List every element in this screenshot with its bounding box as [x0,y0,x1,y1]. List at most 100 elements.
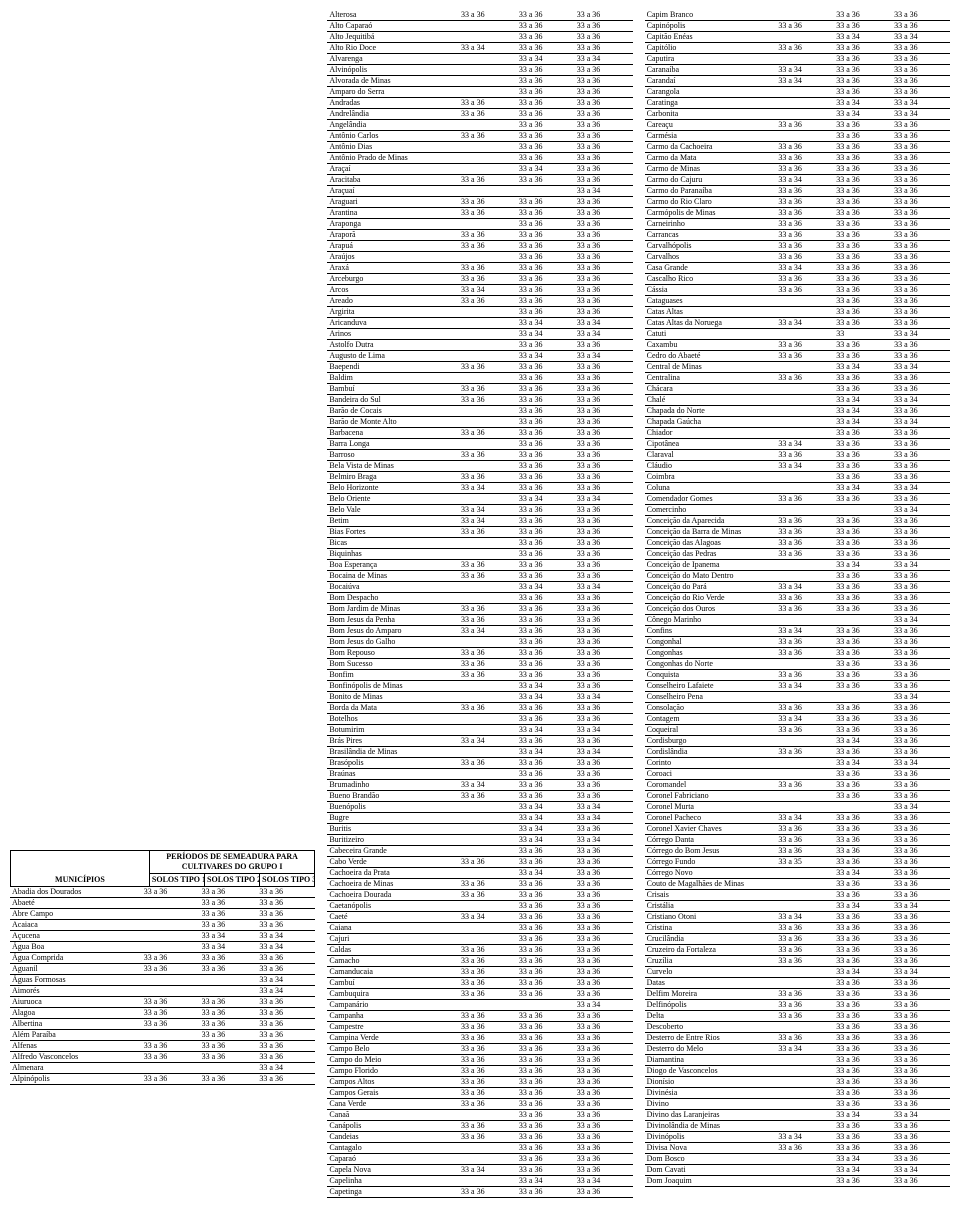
municipio-cell: Divinópolis [645,1132,777,1143]
value-cell: 33 a 34 [834,483,892,494]
table-row: Bambuí33 a 3633 a 3633 a 36 [327,384,632,395]
value-cell: 33 a 36 [575,21,633,32]
table-row: Catas Altas33 a 3633 a 36 [645,307,950,318]
value-cell: 33 a 36 [834,351,892,362]
municipio-cell: Chalé [645,395,777,406]
value-cell: 33 a 36 [575,648,633,659]
municipio-cell: Abaeté [10,898,142,909]
table-row: Coronel Murta33 a 34 [645,802,950,813]
value-cell [776,791,834,802]
value-cell: 33 a 36 [517,516,575,527]
table-row: Andrelândia33 a 3633 a 3633 a 36 [327,109,632,120]
municipio-cell: Águas Formosas [10,975,142,986]
value-cell: 33 a 36 [517,714,575,725]
value-cell: 33 a 36 [459,659,517,670]
value-cell: 33 a 36 [892,142,950,153]
value-cell: 33 a 36 [575,373,633,384]
value-cell: 33 a 36 [575,1143,633,1154]
table-row: Cajuri33 a 3633 a 36 [327,934,632,945]
table-row: Camanducaia33 a 3633 a 3633 a 36 [327,967,632,978]
value-cell: 33 a 34 [575,692,633,703]
table-row: Carmésia33 a 3633 a 36 [645,131,950,142]
value-cell: 33 a 36 [575,978,633,989]
value-cell: 33 a 36 [575,230,633,241]
value-cell [776,1022,834,1033]
table-row: Campo do Meio33 a 3633 a 3633 a 36 [327,1055,632,1066]
value-cell: 33 a 36 [517,659,575,670]
municipio-cell: Bom Jardim de Minas [327,604,459,615]
value-cell: 33 a 36 [892,670,950,681]
value-cell: 33 a 36 [892,736,950,747]
value-cell: 33 a 34 [776,681,834,692]
table-row: Carvalhos33 a 3633 a 3633 a 36 [645,252,950,263]
table-row: Amparo do Serra33 a 3633 a 36 [327,87,632,98]
table-row: Capim Branco33 a 3633 a 36 [645,10,950,21]
value-cell [142,1030,200,1041]
value-cell: 33 a 35 [776,857,834,868]
value-cell: 33 a 36 [517,373,575,384]
municipio-cell: Conceição da Aparecida [645,516,777,527]
table-row: Caputira33 a 3633 a 36 [645,54,950,65]
value-cell: 33 a 36 [575,604,633,615]
municipio-cell: Bela Vista de Minas [327,461,459,472]
value-cell: 33 a 36 [834,714,892,725]
value-cell: 33 a 36 [575,241,633,252]
value-cell: 33 a 36 [776,450,834,461]
value-cell: 33 a 36 [517,274,575,285]
table-row: Carneirinho33 a 3633 a 3633 a 36 [645,219,950,230]
value-cell: 33 a 36 [575,417,633,428]
table-row: Bueno Brandão33 a 3633 a 3633 a 36 [327,791,632,802]
value-cell: 33 a 36 [776,285,834,296]
value-cell: 33 a 36 [200,1008,258,1019]
value-cell: 33 a 36 [834,1022,892,1033]
value-cell: 33 a 36 [517,571,575,582]
value-cell: 33 a 36 [517,175,575,186]
municipio-cell: Bocaina de Minas [327,571,459,582]
table-row: Caldas33 a 3633 a 3633 a 36 [327,945,632,956]
value-cell: 33 a 36 [575,560,633,571]
value-cell [459,65,517,76]
municipio-cell: Bom Jesus do Galho [327,637,459,648]
value-cell: 33 a 34 [892,329,950,340]
value-cell: 33 a 34 [575,813,633,824]
municipio-cell: Centralina [645,373,777,384]
municipio-cell: Crucilândia [645,934,777,945]
value-cell [776,483,834,494]
municipio-cell: Araxá [327,263,459,274]
value-cell: 33 a 36 [575,571,633,582]
table-row: Astolfo Dutra33 a 3633 a 36 [327,340,632,351]
value-cell: 33 a 36 [892,538,950,549]
table-row: Careaçu33 a 3633 a 3633 a 36 [645,120,950,131]
table-row: Couto de Magalhães de Minas33 a 3633 a 3… [645,879,950,890]
value-cell: 33 a 36 [776,1011,834,1022]
table-row: Augusto de Lima33 a 3433 a 34 [327,351,632,362]
value-cell: 33 a 36 [892,197,950,208]
value-cell [459,1143,517,1154]
table-row: Caetanópolis33 a 3633 a 36 [327,901,632,912]
municipio-cell: Contagem [645,714,777,725]
table-row: Dom Cavati33 a 3433 a 34 [645,1165,950,1176]
value-cell: 33 a 36 [575,109,633,120]
municipio-cell: Araguari [327,197,459,208]
value-cell: 33 a 36 [834,626,892,637]
value-cell: 33 a 36 [776,274,834,285]
municipio-cell: Coluna [645,483,777,494]
table-row: Açucena33 a 3433 a 34 [10,931,315,942]
value-cell: 33 a 36 [200,1074,258,1085]
value-cell: 33 a 36 [575,923,633,934]
value-cell: 33 a 36 [575,593,633,604]
value-cell: 33 a 36 [459,1121,517,1132]
municipio-cell: Conceição dos Ouros [645,604,777,615]
value-cell: 33 a 34 [776,65,834,76]
value-cell: 33 a 36 [776,1000,834,1011]
value-cell: 33 a 36 [892,868,950,879]
value-cell: 33 a 36 [517,461,575,472]
value-cell: 33 a 36 [517,263,575,274]
value-cell [459,318,517,329]
value-cell: 33 a 36 [575,714,633,725]
table-row: Arinos33 a 3433 a 34 [327,329,632,340]
value-cell: 33 a 36 [575,989,633,1000]
value-cell: 33 a 36 [834,54,892,65]
value-cell: 33 a 36 [834,912,892,923]
municipio-cell: Córrego Danta [645,835,777,846]
